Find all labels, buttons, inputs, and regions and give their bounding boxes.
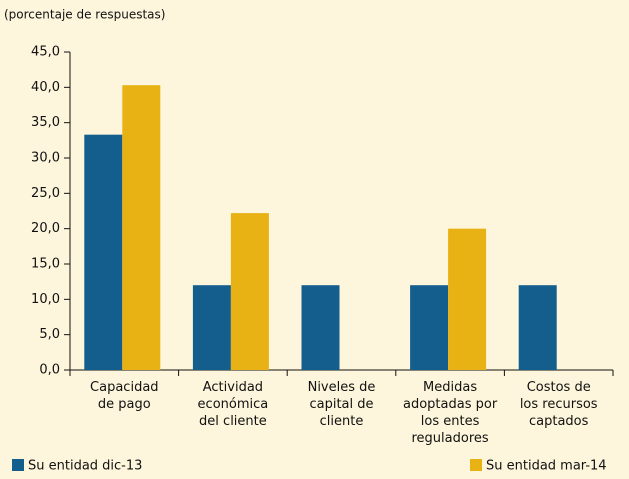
chart-subtitle: (porcentaje de respuestas) — [4, 8, 165, 22]
y-tick-label: 30,0 — [31, 151, 60, 166]
x-tick-label: Actividad económica del cliente — [198, 380, 269, 429]
legend-label: Su entidad dic-13 — [28, 459, 142, 474]
y-tick-label: 20,0 — [31, 221, 60, 236]
bar — [301, 285, 340, 370]
y-tick-label: 0,0 — [39, 363, 60, 378]
y-tick-label: 5,0 — [39, 327, 60, 342]
y-tick-label: 40,0 — [31, 80, 60, 95]
x-tick-label: Niveles de capital de cliente — [308, 380, 376, 429]
y-tick-label: 10,0 — [31, 292, 60, 307]
bar — [192, 285, 231, 370]
bar — [122, 85, 161, 371]
bar — [448, 228, 487, 370]
x-tick-label: Capacidad de pago — [90, 380, 159, 412]
legend-label: Su entidad mar-14 — [486, 459, 607, 474]
x-tick-label: Costos de los recursos captados — [520, 380, 598, 429]
legend-swatch — [470, 459, 482, 471]
bar — [518, 285, 557, 370]
bar — [230, 213, 269, 370]
bar — [410, 285, 449, 370]
y-tick-label: 45,0 — [31, 45, 60, 60]
bar — [84, 134, 123, 370]
x-tick-label: Medidas adoptadas por los entes reguladores — [403, 380, 498, 446]
y-tick-label: 35,0 — [31, 115, 60, 130]
y-tick-label: 25,0 — [31, 186, 60, 201]
y-tick-label: 15,0 — [31, 257, 60, 272]
legend-swatch — [12, 459, 24, 471]
